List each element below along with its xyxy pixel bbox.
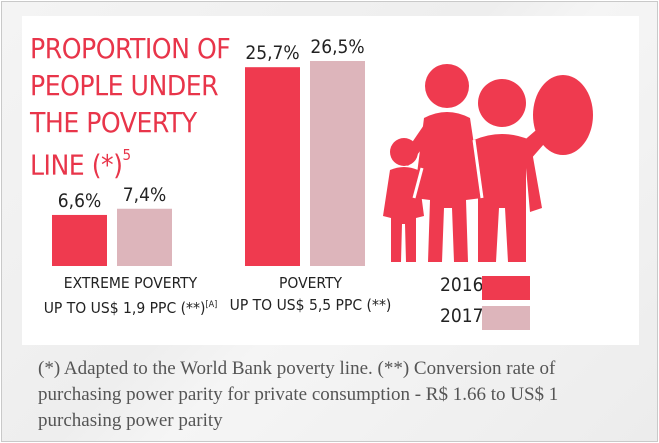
- footnote-text: (*) Adapted to the World Bank poverty li…: [38, 358, 559, 431]
- legend-swatch-2017: [482, 306, 530, 330]
- legend-label-2017: 2017: [440, 305, 484, 327]
- legend-swatch-2016: [482, 276, 530, 300]
- chart-title-text: PROPORTION OF PEOPLE UNDER THE POVERTY L…: [30, 32, 231, 182]
- bar-2017-cat1: [310, 61, 365, 266]
- bar-2016-cat0: [52, 214, 107, 266]
- chart-title-footnote: 5: [122, 146, 131, 164]
- data-label-2016-cat1: 25,7%: [245, 42, 299, 64]
- data-label-2016-cat0: 6,6%: [58, 190, 101, 212]
- category-label-line1: POVERTY: [278, 274, 343, 292]
- category-label-line2: UP TO US$ 1,9 PPC (**): [43, 299, 206, 318]
- category-label-poverty: POVERTY UP TO US$ 5,5 PPC (**): [218, 272, 403, 316]
- legend-label-2016: 2016: [440, 274, 484, 296]
- category-label-line2: UP TO US$ 5,5 PPC (**): [229, 296, 392, 314]
- category-label-footnote: [A]: [205, 300, 218, 310]
- family-icon: [383, 64, 593, 262]
- category-label-line1: EXTREME POVERTY: [63, 274, 198, 292]
- bar-2017-cat0: [117, 208, 172, 266]
- category-label-extreme-poverty: EXTREME POVERTY UP TO US$ 1,9 PPC (**)[A…: [38, 272, 223, 319]
- data-label-2017-cat0: 7,4%: [123, 184, 166, 206]
- bar-2016-cat1: [245, 67, 300, 266]
- chart-title: PROPORTION OF PEOPLE UNDER THE POVERTY L…: [30, 30, 240, 183]
- data-label-2017-cat1: 26,5%: [310, 36, 364, 58]
